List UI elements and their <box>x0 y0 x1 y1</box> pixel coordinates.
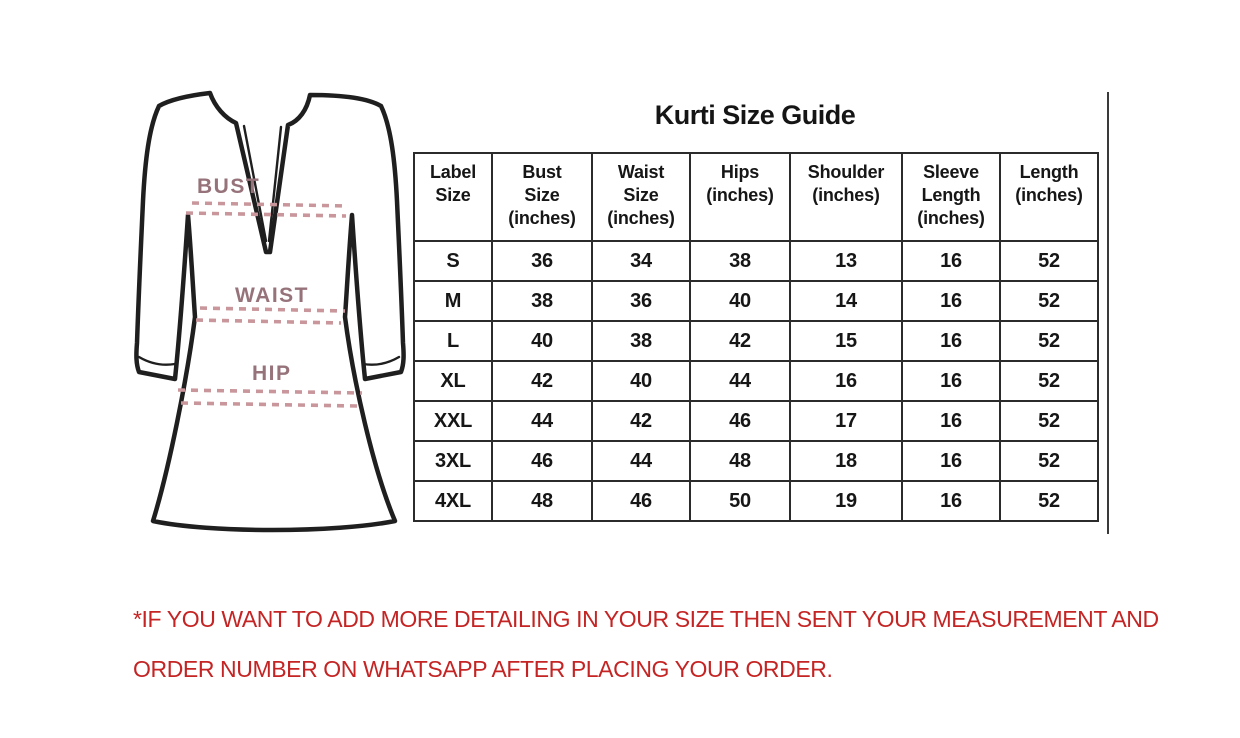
size-value-cell: 42 <box>689 320 791 362</box>
kurti-diagram: BUST WAIST HIP <box>134 90 406 533</box>
size-value-cell: 52 <box>999 240 1099 282</box>
size-table-body: S 36 34 38 13 16 52 M 38 36 40 14 16 52 L 40 38 42 15 16 52 X… <box>413 240 1099 522</box>
size-value-cell: 36 <box>591 280 691 322</box>
bust-label: BUST <box>197 175 260 198</box>
size-value-cell: 16 <box>901 480 1001 522</box>
size-value-cell: 52 <box>999 280 1099 322</box>
header-row: Label Size Bust Size (inches) Waist Size (… <box>413 152 1099 242</box>
page-title: Kurti Size Guide <box>654 100 856 130</box>
cuff-line-left <box>137 355 177 366</box>
table-right-rule <box>1107 92 1109 534</box>
size-value-cell: 50 <box>689 480 791 522</box>
waist-dash-line-2 <box>195 318 342 325</box>
size-value-cell: 14 <box>789 280 903 322</box>
note-line-2: ORDER NUMBER ON WHATSAPP AFTER PLACING Y… <box>133 656 833 682</box>
size-value-cell: 19 <box>789 480 903 522</box>
size-table: Label Size Bust Size (inches) Waist Size (… <box>413 152 1099 522</box>
size-value-cell: 40 <box>491 320 593 362</box>
size-row: 4XL 48 46 50 19 16 52 <box>413 480 1099 522</box>
size-value-cell: 38 <box>689 240 791 282</box>
size-label-cell: XL <box>413 360 493 402</box>
column-header: Hips (inches) <box>689 152 791 242</box>
size-value-cell: 40 <box>591 360 691 402</box>
column-header: Shoulder (inches) <box>789 152 903 242</box>
bust-dash-line-2 <box>185 211 347 218</box>
size-row: XXL 44 42 46 17 16 52 <box>413 400 1099 442</box>
hip-dash-line-1 <box>177 388 363 395</box>
size-value-cell: 38 <box>491 280 593 322</box>
column-header: Sleeve Length (inches) <box>901 152 1001 242</box>
size-value-cell: 34 <box>591 240 691 282</box>
size-value-cell: 16 <box>901 280 1001 322</box>
size-value-cell: 13 <box>789 240 903 282</box>
size-value-cell: 36 <box>491 240 593 282</box>
cuff-line-right <box>361 355 401 366</box>
size-value-cell: 15 <box>789 320 903 362</box>
size-value-cell: 52 <box>999 320 1099 362</box>
kurti-outline <box>134 90 406 533</box>
size-value-cell: 17 <box>789 400 903 442</box>
size-row: L 40 38 42 15 16 52 <box>413 320 1099 362</box>
placket-inner-lines <box>242 124 283 243</box>
size-value-cell: 44 <box>689 360 791 402</box>
size-value-cell: 44 <box>491 400 593 442</box>
column-header: Waist Size (inches) <box>591 152 691 242</box>
size-value-cell: 52 <box>999 480 1099 522</box>
size-value-cell: 46 <box>689 400 791 442</box>
size-value-cell: 46 <box>591 480 691 522</box>
size-label-cell: 3XL <box>413 440 493 482</box>
size-value-cell: 46 <box>491 440 593 482</box>
size-label-cell: M <box>413 280 493 322</box>
size-row: XL 42 40 44 16 16 52 <box>413 360 1099 402</box>
size-value-cell: 18 <box>789 440 903 482</box>
size-value-cell: 44 <box>591 440 691 482</box>
size-value-cell: 16 <box>901 320 1001 362</box>
size-label-cell: 4XL <box>413 480 493 522</box>
hip-dash-line-2 <box>180 401 358 408</box>
size-value-cell: 42 <box>591 400 691 442</box>
size-value-cell: 40 <box>689 280 791 322</box>
size-value-cell: 16 <box>901 440 1001 482</box>
size-value-cell: 16 <box>901 400 1001 442</box>
size-value-cell: 48 <box>491 480 593 522</box>
size-value-cell: 52 <box>999 400 1099 442</box>
size-label-cell: L <box>413 320 493 362</box>
column-header: Label Size <box>413 152 493 242</box>
hip-label: HIP <box>252 362 292 385</box>
column-header: Length (inches) <box>999 152 1099 242</box>
size-label-cell: XXL <box>413 400 493 442</box>
waist-label: WAIST <box>235 284 309 307</box>
size-value-cell: 48 <box>689 440 791 482</box>
size-table-header: Label Size Bust Size (inches) Waist Size (… <box>413 152 1099 242</box>
note-line-1: *IF YOU WANT TO ADD MORE DETAILING IN YO… <box>133 606 1159 632</box>
size-value-cell: 52 <box>999 440 1099 482</box>
bust-dash-line-1 <box>191 201 349 208</box>
column-header: Bust Size (inches) <box>491 152 593 242</box>
size-value-cell: 16 <box>789 360 903 402</box>
size-value-cell: 52 <box>999 360 1099 402</box>
size-row: S 36 34 38 13 16 52 <box>413 240 1099 282</box>
size-row: 3XL 46 44 48 18 16 52 <box>413 440 1099 482</box>
size-value-cell: 42 <box>491 360 593 402</box>
size-value-cell: 16 <box>901 240 1001 282</box>
waist-dash-line-1 <box>199 306 346 313</box>
size-value-cell: 38 <box>591 320 691 362</box>
size-row: M 38 36 40 14 16 52 <box>413 280 1099 322</box>
size-value-cell: 16 <box>901 360 1001 402</box>
size-label-cell: S <box>413 240 493 282</box>
